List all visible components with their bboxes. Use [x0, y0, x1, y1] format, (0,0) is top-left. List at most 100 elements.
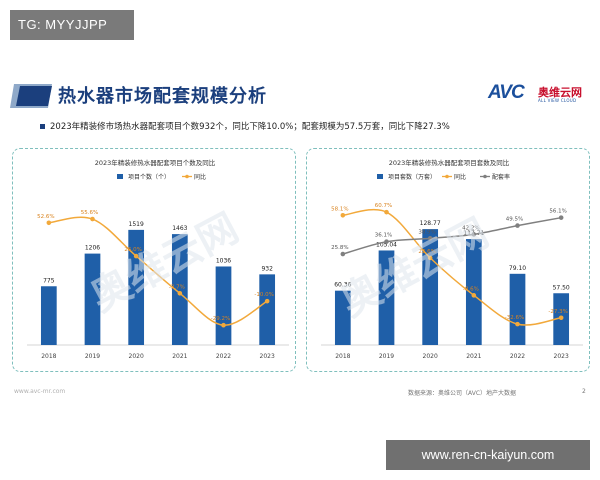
x-tick-label: 2018 — [41, 353, 56, 360]
url-overlay: www.ren-cn-kaiyun.com — [386, 440, 590, 470]
rate-label: 36.1% — [375, 233, 392, 239]
chart-panel-units: 2023年精装修热水器配套项目套数及同比 项目套数（万套） 同比 配套率 2018 201… — [306, 148, 590, 372]
rate-label: 25.8% — [331, 245, 348, 251]
yoy-label: -10.0% — [254, 292, 273, 298]
legend-label: 同比 — [194, 173, 206, 181]
bar-value-label: 1519 — [129, 221, 144, 228]
footer-url: www.avc-mr.com — [14, 388, 66, 395]
yoy-label: 58.1% — [331, 206, 348, 212]
avc-logo: AVC 奥维云网 ALL VIEW CLOUD — [488, 82, 588, 108]
x-tick-label: 2021 — [466, 353, 481, 360]
title-decoration-icon — [10, 84, 52, 108]
footer-source: 数据来源：奥维公司（AVC）地产大数据 — [408, 390, 517, 397]
x-tick-label: 2020 — [129, 353, 144, 360]
x-tick-label: 2023 — [260, 353, 275, 360]
yoy-point — [427, 255, 433, 261]
x-tick-label: 2020 — [423, 353, 438, 360]
bar-value-label: 79.10 — [509, 265, 526, 272]
yoy-label: -32.6% — [505, 315, 524, 321]
yoy-label: 22.6% — [418, 249, 435, 255]
yoy-label: 60.7% — [375, 203, 392, 209]
yoy-label: -3.7% — [169, 284, 185, 290]
yoy-point — [264, 298, 270, 304]
bullet-square-icon — [40, 124, 45, 129]
chart-title: 2023年精装修热水器配套项目个数及同比 — [95, 158, 216, 167]
summary-line: 2023年精装修市场热水器配套项目个数932个，同比下降10.0%；配套规模为5… — [40, 120, 450, 132]
yoy-point — [221, 322, 226, 328]
legend-label: 同比 — [454, 173, 466, 181]
bar — [334, 290, 351, 345]
tg-tag: TG: MYYJJPP — [10, 10, 134, 40]
bar-value-label: 932 — [261, 265, 273, 272]
bar — [509, 273, 526, 345]
yoy-point — [46, 220, 52, 226]
legend-label: 配套率 — [492, 173, 510, 181]
slide-title: 热水器市场配套规模分析 — [58, 86, 267, 107]
yoy-label: -29.2% — [211, 316, 230, 322]
yoy-label: 26.0% — [124, 247, 141, 253]
rate-point — [427, 236, 433, 241]
yoy-label: 52.6% — [37, 214, 54, 220]
report-slide: 热水器市场配套规模分析 AVC 奥维云网 ALL VIEW CLOUD 2023… — [0, 62, 600, 407]
yoy-label: 55.6% — [81, 210, 98, 216]
bar-value-label: 1463 — [172, 225, 187, 232]
yoy-line — [48, 216, 268, 326]
yoy-point — [515, 321, 520, 327]
rate-point — [471, 232, 477, 237]
legend-swatch-marker — [445, 174, 449, 179]
rate-point — [558, 215, 564, 220]
chart-title: 2023年精装修热水器配套项目套数及同比 — [389, 158, 510, 167]
yoy-point — [471, 293, 477, 298]
x-tick-label: 2019 — [379, 353, 394, 360]
yoy-point — [384, 209, 389, 215]
yoy-label: -8.6% — [463, 286, 479, 292]
bar — [215, 266, 232, 345]
legend-label: 项目个数（个） — [128, 173, 170, 181]
yoy-point — [340, 212, 346, 218]
rate-label: 38.9% — [418, 229, 435, 235]
bar — [422, 229, 439, 345]
yoy-label: -27.3% — [548, 309, 567, 315]
rate-label: 56.1% — [549, 209, 566, 215]
bar — [40, 286, 57, 345]
chart-panel-projects: 2023年精装修热水器配套项目个数及同比项目个数（个） 同比 2018 2019 202… — [12, 148, 296, 372]
bar-value-label: 105.04 — [376, 241, 397, 248]
bar-value-label: 60.36 — [334, 282, 351, 289]
legend-label: 项目套数（万套） — [388, 173, 436, 181]
bar — [465, 239, 482, 345]
yoy-point — [558, 315, 564, 321]
rate-label: 42.2% — [462, 225, 479, 231]
bar-value-label: 775 — [43, 277, 55, 284]
x-tick-label: 2018 — [335, 353, 350, 360]
rate-point — [340, 251, 346, 257]
bar-value-label: 128.77 — [420, 220, 441, 227]
x-tick-label: 2021 — [172, 353, 187, 360]
legend-swatch-bar — [377, 174, 383, 179]
legend-swatch-marker — [483, 174, 487, 179]
yoy-point — [177, 290, 183, 296]
x-tick-label: 2023 — [554, 353, 569, 360]
x-tick-label: 2022 — [510, 353, 525, 360]
yoy-line — [342, 208, 562, 326]
bar — [171, 234, 188, 345]
bar — [378, 250, 395, 345]
rate-label: 49.5% — [506, 217, 523, 223]
bar — [259, 274, 276, 345]
yoy-point — [90, 216, 95, 222]
legend-swatch-marker — [185, 174, 189, 179]
legend-swatch-bar — [117, 174, 123, 179]
logo-en-name: ALL VIEW CLOUD — [538, 98, 577, 103]
summary-text: 2023年精装修市场热水器配套项目个数932个，同比下降10.0%；配套规模为5… — [50, 122, 450, 132]
bar — [84, 253, 101, 345]
rate-point — [515, 223, 520, 228]
bar-value-label: 1036 — [216, 257, 231, 264]
logo-cn-name: 奥维云网 — [538, 86, 582, 99]
rate-line — [342, 216, 562, 255]
x-tick-label: 2019 — [85, 353, 100, 360]
yoy-point — [133, 253, 139, 259]
bar-value-label: 1206 — [85, 245, 100, 252]
page-number: 2 — [582, 388, 586, 395]
x-tick-label: 2022 — [216, 353, 231, 360]
